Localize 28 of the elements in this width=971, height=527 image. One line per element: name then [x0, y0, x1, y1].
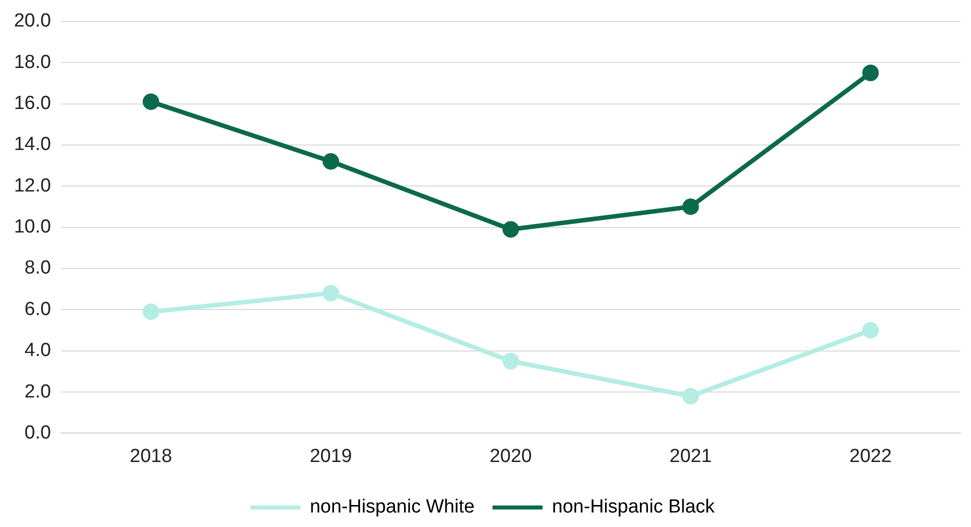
- y-tick-label: 8.0: [24, 258, 51, 279]
- y-tick-label: 4.0: [24, 340, 51, 362]
- point: [862, 64, 879, 82]
- legend-label: non-Hispanic Black: [552, 496, 716, 518]
- legend-label: non-Hispanic White: [310, 496, 475, 518]
- y-tick-label: 18.0: [14, 52, 51, 73]
- point: [862, 322, 879, 338]
- y-tick-label: 6.0: [24, 298, 51, 320]
- x-tick-label: 2021: [670, 446, 712, 467]
- point: [682, 388, 699, 404]
- point: [502, 221, 519, 238]
- x-tick-label: 2022: [849, 446, 892, 467]
- point: [502, 352, 519, 370]
- y-tick-label: 12.0: [14, 175, 51, 196]
- x-tick-label: 2018: [130, 446, 172, 467]
- y-tick-label: 10.0: [14, 216, 51, 238]
- y-tick-label: 14.0: [14, 134, 51, 156]
- x-tick-label: 2019: [310, 446, 352, 467]
- y-tick-label: 2.0: [24, 381, 51, 402]
- point: [142, 303, 160, 320]
- point: [682, 198, 699, 215]
- y-tick-label: 20.0: [14, 10, 51, 32]
- point: [142, 93, 160, 110]
- point: [322, 284, 340, 302]
- point: [322, 153, 340, 170]
- y-tick-label: 16.0: [14, 92, 51, 114]
- x-tick-label: 2020: [490, 446, 532, 467]
- y-tick-label: 0.0: [24, 422, 51, 444]
